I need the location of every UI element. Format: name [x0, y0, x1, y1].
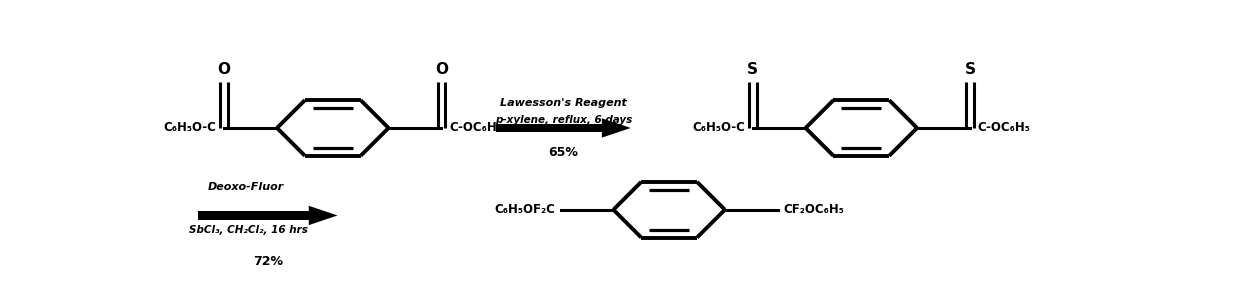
Polygon shape — [496, 124, 601, 132]
Text: C₆H₅OF₂C: C₆H₅OF₂C — [494, 203, 554, 216]
Text: O: O — [435, 62, 448, 77]
Text: O: O — [218, 62, 231, 77]
Text: C₆H₅O-C: C₆H₅O-C — [164, 121, 217, 135]
Text: S: S — [965, 62, 976, 77]
Polygon shape — [198, 211, 309, 219]
Text: S: S — [748, 62, 758, 77]
Polygon shape — [601, 118, 631, 138]
Text: Deoxo-Fluor: Deoxo-Fluor — [208, 182, 284, 193]
Text: C-OC₆H₅: C-OC₆H₅ — [977, 121, 1030, 135]
Text: 72%: 72% — [253, 255, 283, 268]
Polygon shape — [309, 206, 337, 225]
Text: C-OC₆H₅: C-OC₆H₅ — [449, 121, 502, 135]
Text: SbCl₃, CH₂Cl₂, 16 hrs: SbCl₃, CH₂Cl₂, 16 hrs — [188, 225, 308, 235]
Text: p-xylene, reflux, 6 days: p-xylene, reflux, 6 days — [495, 115, 632, 124]
Text: 65%: 65% — [548, 147, 578, 159]
Text: C₆H₅O-C: C₆H₅O-C — [692, 121, 745, 135]
Text: Lawesson's Reagent: Lawesson's Reagent — [500, 98, 627, 109]
Text: CF₂OC₆H₅: CF₂OC₆H₅ — [784, 203, 844, 216]
